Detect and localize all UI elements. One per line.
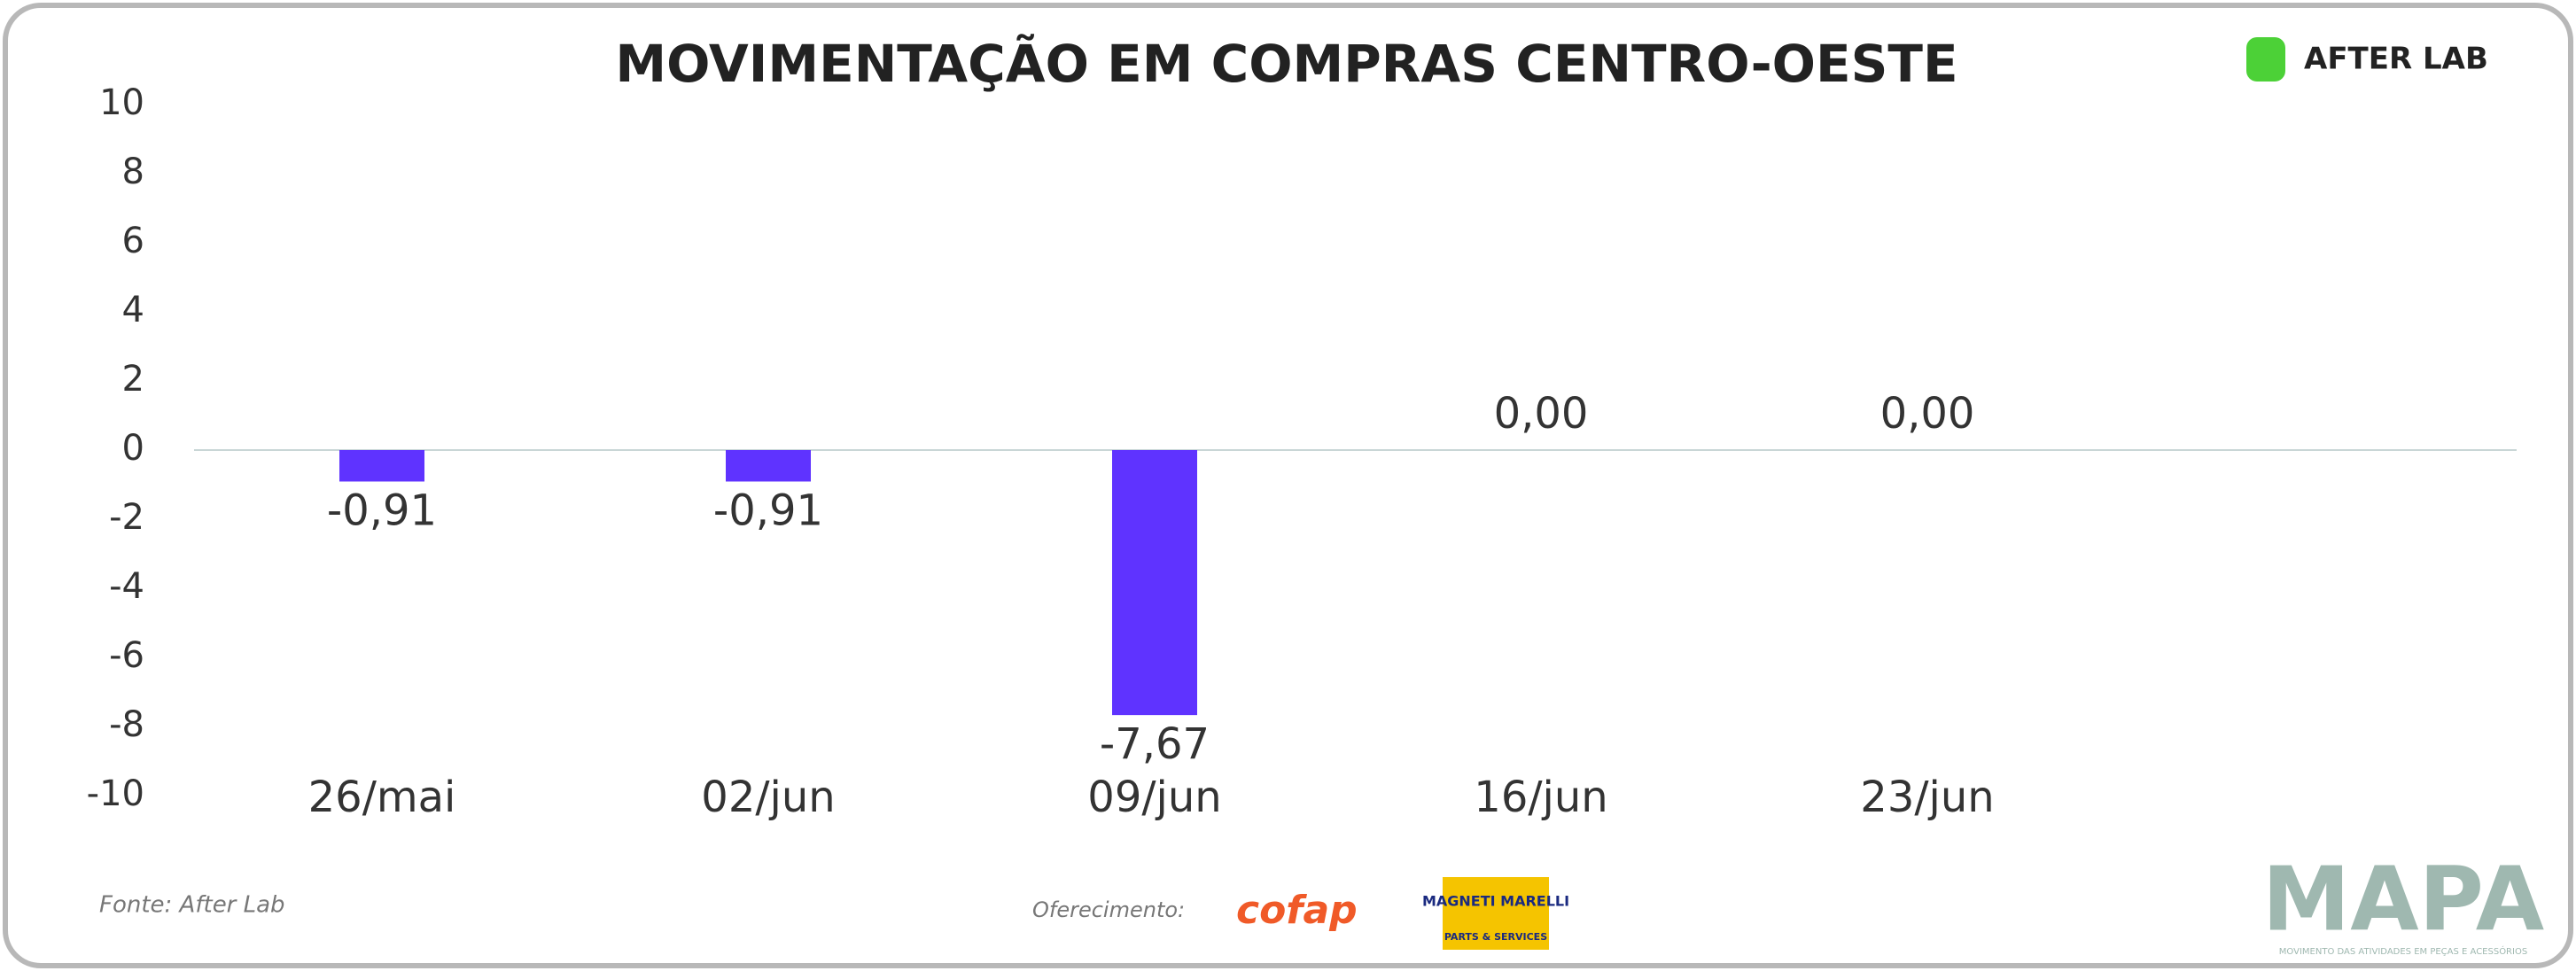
logo: AFTER LAB xyxy=(2246,37,2488,82)
y-tick-label: 2 xyxy=(122,359,144,400)
value-label: -0,91 xyxy=(713,486,823,535)
y-tick-label: -4 xyxy=(109,566,144,607)
x-tick-label: 09/jun xyxy=(1087,773,1221,822)
sponsor-logo: MAGNETI MARELLI xyxy=(1422,893,1569,910)
bar xyxy=(339,450,424,482)
y-tick-label: -2 xyxy=(109,497,144,538)
frame xyxy=(3,3,2573,968)
sponsor-sub: PARTS & SERVICES xyxy=(1444,931,1547,943)
y-tick-label: 10 xyxy=(99,82,144,123)
chart-title: MOVIMENTAÇÃO EM COMPRAS CENTRO-OESTE xyxy=(615,33,1957,94)
y-tick-label: 4 xyxy=(122,290,144,330)
y-tick-label: 8 xyxy=(122,151,144,192)
x-tick-label: 26/mai xyxy=(308,773,456,822)
value-label: -7,67 xyxy=(1100,719,1210,769)
x-tick-label: 02/jun xyxy=(701,773,835,822)
y-tick-label: -6 xyxy=(109,635,144,676)
y-tick-label: -8 xyxy=(109,704,144,745)
sponsor-badge xyxy=(1443,877,1549,950)
bar xyxy=(726,450,811,482)
x-tick-label: 16/jun xyxy=(1474,773,1607,822)
value-label: 0,00 xyxy=(1494,389,1589,439)
source: Fonte: After Lab xyxy=(99,892,285,919)
y-tick-label: -10 xyxy=(87,773,144,814)
brand: MAPA xyxy=(2262,847,2544,951)
brand-sub: MOVIMENTO DAS ATIVIDADES EM PEÇAS E ACES… xyxy=(2279,945,2527,957)
y-tick-label: 0 xyxy=(122,428,144,469)
value-label: -0,91 xyxy=(327,486,437,535)
sponsor-label: Oferecimento: xyxy=(1032,897,1185,922)
x-tick-label: 23/jun xyxy=(1860,773,1994,822)
logo-text: AFTER LAB xyxy=(2304,42,2488,77)
sponsor-logo: cofap xyxy=(1236,888,1358,933)
bar xyxy=(1112,450,1197,716)
value-label: 0,00 xyxy=(1880,389,1975,439)
y-tick-label: 6 xyxy=(122,221,144,261)
